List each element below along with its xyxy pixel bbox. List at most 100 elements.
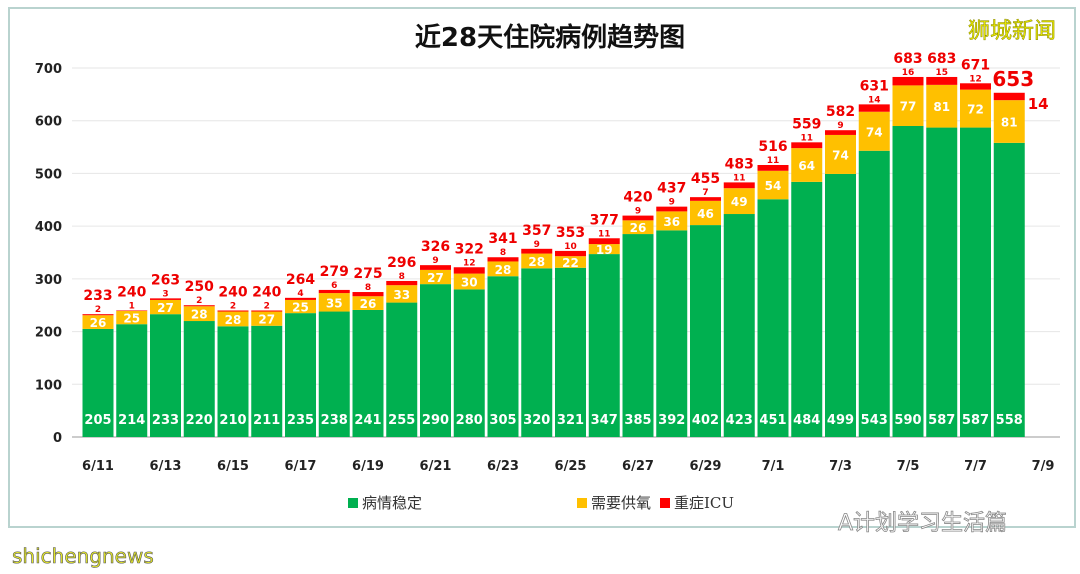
bar-icu: [183, 305, 215, 307]
bars: [82, 76, 1025, 438]
bar-oxygen: [251, 311, 283, 326]
data-label-total: 455: [691, 171, 720, 187]
data-label-icu: 1: [129, 301, 135, 311]
bar-stable: [150, 314, 181, 437]
bar-icu: [116, 310, 148, 312]
data-label-oxygen: 33: [393, 288, 410, 302]
bar-icu: [150, 298, 181, 300]
data-label-stable: 423: [726, 413, 753, 428]
bar-icu: [352, 292, 384, 297]
bar-stable: [656, 230, 688, 437]
x-tick-label: 6/27: [622, 459, 654, 474]
bar-icu: [825, 130, 856, 135]
legend-swatch: [660, 498, 670, 508]
bar-stable: [993, 142, 1025, 437]
x-tick-label: 6/25: [555, 459, 587, 474]
data-label-stable: 402: [692, 413, 719, 428]
data-label-icu: 7: [702, 188, 708, 198]
data-label-total: 322: [455, 241, 484, 257]
bar-icu: [555, 250, 586, 257]
data-label-total: 275: [353, 266, 382, 282]
bar-oxygen: [993, 100, 1025, 143]
data-label-oxygen: 19: [596, 243, 613, 257]
data-label-stable: 238: [321, 413, 348, 428]
data-label-stable: 321: [557, 413, 584, 428]
x-tick-label: 7/3: [829, 459, 852, 474]
bar-icu: [487, 257, 519, 262]
data-label-stable: 587: [928, 413, 955, 428]
data-label-icu: 11: [598, 229, 611, 239]
bar-oxygen: [690, 200, 721, 226]
data-label-icu: 10: [564, 242, 577, 252]
bar-icu: [892, 76, 924, 86]
legend-label: 病情稳定: [362, 494, 422, 512]
x-tick-label: 6/13: [150, 459, 182, 474]
data-label-icu: 9: [534, 240, 540, 250]
data-label-icu: 2: [95, 305, 101, 315]
data-label-stable: 255: [388, 413, 415, 428]
bar-icu: [285, 297, 316, 300]
data-label-total: 653: [992, 67, 1034, 91]
legend-label: 重症ICU: [674, 494, 734, 512]
data-label-icu: 9: [837, 121, 843, 131]
data-label-icu: 8: [365, 283, 371, 293]
bar-oxygen: [386, 285, 418, 303]
data-label-icu: 2: [196, 296, 202, 306]
data-label-oxygen: 22: [562, 256, 579, 270]
x-tick-label: 7/7: [964, 459, 987, 474]
bar-stable: [622, 234, 654, 437]
y-tick-label: 300: [35, 273, 62, 288]
bar-oxygen: [858, 111, 890, 151]
bar-icu: [960, 83, 991, 90]
data-label-oxygen: 28: [225, 313, 242, 327]
data-labels: 2052622332142512402332732632202822502102…: [83, 51, 1048, 428]
bar-stable: [183, 321, 215, 437]
bar-oxygen: [285, 299, 316, 314]
bar-stable: [251, 325, 283, 437]
x-tick-label: 6/11: [82, 459, 114, 474]
data-label-stable: 290: [422, 413, 449, 428]
bar-oxygen: [757, 170, 789, 200]
data-label-oxygen: 49: [731, 195, 748, 209]
data-label-oxygen: 28: [528, 255, 545, 269]
y-tick-label: 500: [35, 167, 62, 182]
data-label-total: 559: [792, 116, 821, 132]
data-label-icu: 14: [868, 95, 881, 105]
bar-stable: [521, 268, 553, 437]
x-tick-label: 6/19: [352, 459, 384, 474]
data-label-total: 483: [725, 156, 754, 172]
data-label-total: 240: [218, 284, 247, 300]
bar-stable: [285, 313, 316, 437]
bar-stable: [723, 214, 755, 437]
bar-stable: [825, 173, 856, 437]
x-tick-label: 6/29: [690, 459, 722, 474]
bar-icu: [521, 248, 553, 254]
y-tick-label: 600: [35, 115, 62, 130]
data-label-total: 263: [151, 272, 180, 288]
bar-icu: [82, 314, 114, 316]
data-label-icu: 16: [902, 68, 915, 78]
data-label-icu: 14: [1028, 95, 1049, 113]
bar-stable: [892, 125, 924, 437]
data-label-total: 516: [758, 139, 787, 155]
data-label-oxygen: 25: [292, 301, 309, 315]
bar-icu: [622, 215, 654, 221]
data-label-oxygen: 77: [900, 100, 917, 114]
chart-title: 近28天住院病例趋势图: [415, 22, 685, 53]
data-label-icu: 11: [733, 173, 746, 183]
y-tick-label: 700: [35, 62, 62, 77]
bar-icu: [993, 92, 1025, 101]
data-label-stable: 543: [861, 413, 888, 428]
data-label-icu: 8: [399, 272, 405, 282]
data-label-stable: 235: [287, 413, 314, 428]
data-label-stable: 499: [827, 413, 854, 428]
bar-oxygen: [150, 299, 181, 315]
bar-oxygen: [217, 311, 249, 327]
bar-stable: [453, 289, 485, 437]
data-label-total: 326: [421, 239, 450, 255]
data-label-icu: 8: [500, 248, 506, 258]
bar-icu: [217, 310, 249, 312]
data-label-total: 582: [826, 104, 855, 120]
logo-text: 狮城新闻: [968, 19, 1056, 44]
x-tick-label: 7/1: [762, 459, 785, 474]
